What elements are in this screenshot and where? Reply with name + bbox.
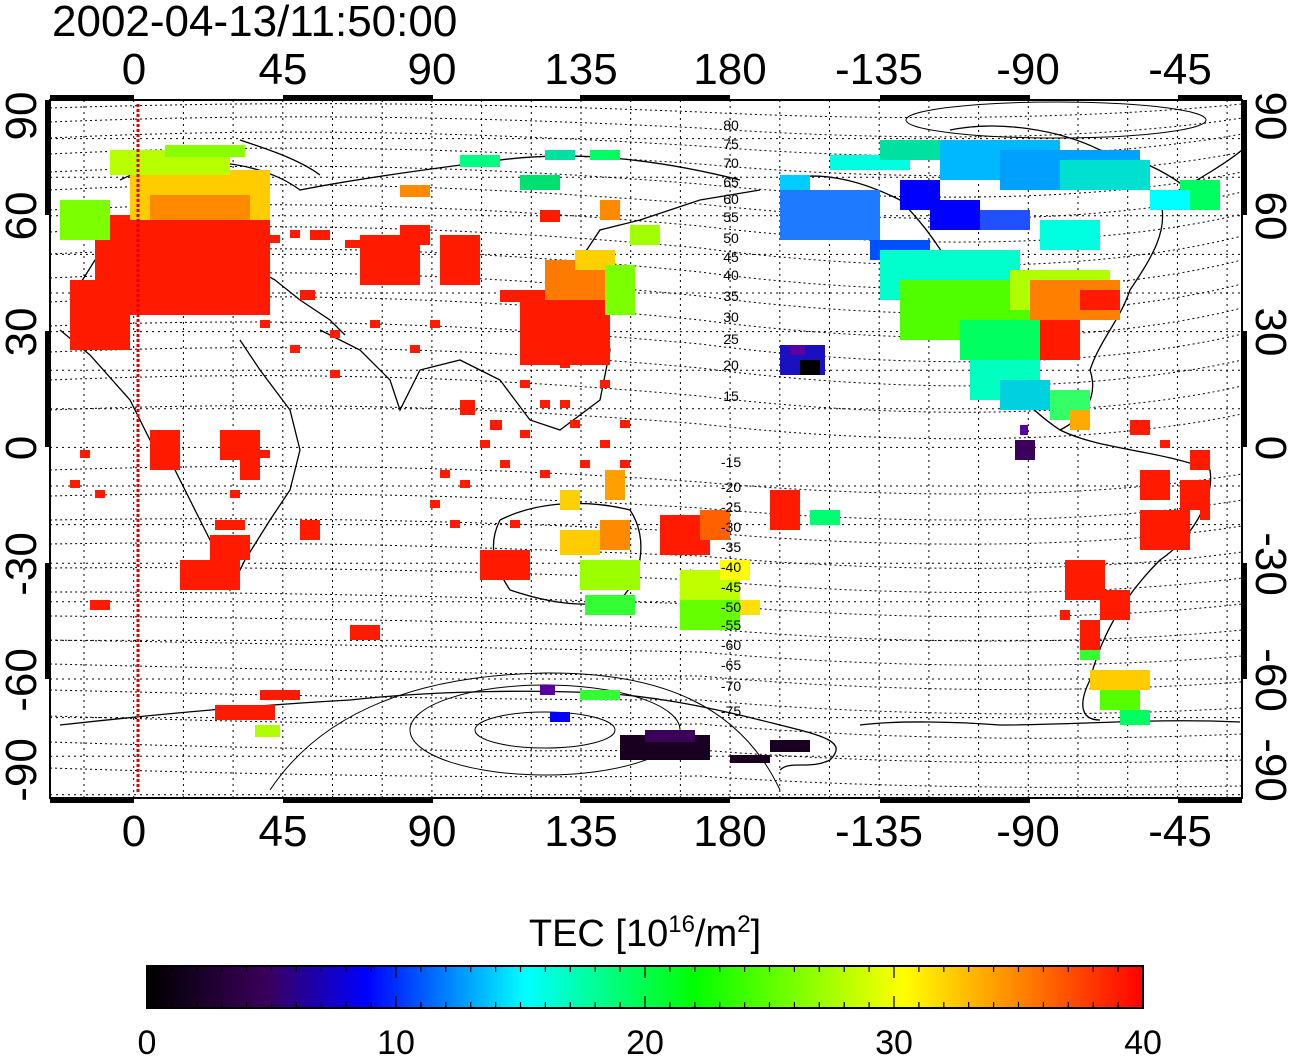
tec-patch-patagonia (1080, 650, 1150, 725)
contour-label: -75 (721, 703, 741, 719)
right-lat-label: -90 (1246, 738, 1292, 802)
colorbar-tick-label: 0 (138, 1024, 157, 1057)
colorbar-tick-label: 40 (1124, 1024, 1162, 1057)
contour-label: -30 (721, 519, 741, 535)
contour-label: 40 (723, 267, 739, 283)
contour-label: -55 (721, 617, 741, 633)
tec-patch-europe (70, 215, 480, 378)
tec-patch-hawaii (780, 345, 825, 375)
colorbar-label: TEC [1016/m2] (529, 911, 761, 955)
bottom-lon-label: 45 (259, 807, 308, 856)
contour-label: 60 (723, 191, 739, 207)
top-lon-label: -45 (1148, 45, 1212, 94)
contour-label: -20 (721, 479, 741, 495)
map-title: 2002-04-13/11:50:00 (52, 0, 457, 46)
tec-patches (60, 140, 1220, 763)
top-lon-label: 90 (408, 45, 457, 94)
contour-label: -45 (721, 579, 741, 595)
left-lat-label: 0 (0, 436, 46, 460)
tec-patch-south-america (1060, 420, 1210, 650)
colorbar-tick-label: 20 (626, 1024, 664, 1057)
left-lat-label: -90 (0, 738, 46, 802)
top-lon-label: 0 (122, 45, 146, 94)
tec-patch-southern-ocean (215, 690, 300, 737)
tec-patch-new-zealand (660, 490, 840, 630)
tec-patch-canada (870, 140, 1220, 260)
bottom-lon-label: 135 (544, 807, 617, 856)
left-lat-label: 60 (0, 192, 46, 241)
contour-label: -50 (721, 599, 741, 615)
right-latitude-labels: 90 60 30 0 -30 -60 -90 (1246, 92, 1292, 802)
left-latitude-labels: 90 60 30 0 -30 -60 -90 (0, 92, 46, 802)
tec-patch-central-america (1015, 425, 1035, 460)
colorbar-tick-label: 30 (875, 1024, 913, 1057)
top-longitude-labels: 0 45 90 135 180 -135 -90 -45 (122, 45, 1212, 94)
contour-label: 30 (723, 309, 739, 325)
contour-label: 50 (723, 230, 739, 246)
bottom-lon-label: -135 (835, 807, 923, 856)
left-lat-label: -60 (0, 648, 46, 712)
tec-patch-east-asia (460, 150, 660, 365)
contour-label: 75 (723, 136, 739, 152)
left-lat-label: 30 (0, 308, 46, 357)
bottom-lon-label: -90 (996, 807, 1060, 856)
right-lat-label: 90 (1246, 92, 1292, 141)
contour-label: -15 (721, 454, 741, 470)
contour-label: 45 (723, 249, 739, 265)
contour-label: 80 (723, 117, 739, 133)
tec-patch-alaska (780, 140, 960, 240)
right-lat-label: -60 (1246, 648, 1292, 712)
contour-label: 70 (723, 155, 739, 171)
contour-label: -60 (721, 637, 741, 653)
tec-patch-antarctica (540, 685, 810, 763)
right-lat-label: 0 (1246, 436, 1292, 460)
contour-label: -40 (721, 559, 741, 575)
top-lon-label: 135 (544, 45, 617, 94)
contour-label: -70 (721, 678, 741, 694)
south-contour-labels: -15 -20 -25 -30 -35 -40 -45 -50 -55 -60 … (721, 454, 741, 719)
tec-patch-africa (70, 430, 380, 640)
colorbar-minor-ticks (171, 966, 1119, 1008)
right-lat-label: -30 (1246, 532, 1292, 596)
bottom-lon-label: 90 (408, 807, 457, 856)
left-lat-label: -30 (0, 532, 46, 596)
top-lon-label: 180 (693, 45, 766, 94)
tec-patch-southeast-asia (430, 360, 630, 580)
top-lon-label: -90 (996, 45, 1060, 94)
top-lon-label: 45 (259, 45, 308, 94)
frame-tick-bars (45, 95, 1247, 803)
contour-label: 25 (723, 331, 739, 347)
bottom-lon-label: -45 (1148, 807, 1212, 856)
bottom-longitude-labels: 0 45 90 135 180 -135 -90 -45 (122, 807, 1212, 856)
top-lon-label: -135 (835, 45, 923, 94)
north-contour-labels: 80 75 70 65 60 55 50 45 40 35 30 25 20 1… (723, 117, 739, 404)
contour-label: -25 (721, 499, 741, 515)
tec-patch-australia (560, 470, 640, 615)
bottom-lon-label: 180 (693, 807, 766, 856)
contour-label: 65 (723, 174, 739, 190)
colorbar-tick-labels: 0 10 20 30 40 (138, 1024, 1162, 1057)
right-lat-label: 30 (1246, 308, 1292, 357)
left-lat-label: 90 (0, 92, 46, 141)
contour-label: -65 (721, 657, 741, 673)
colorbar-tick-label: 10 (377, 1024, 415, 1057)
contour-label: 55 (723, 209, 739, 225)
contour-label: 15 (723, 388, 739, 404)
contour-label: -35 (721, 539, 741, 555)
tec-patch-scandinavia (60, 145, 430, 240)
tec-patch-usa (880, 250, 1120, 430)
contour-label: 35 (723, 288, 739, 304)
contour-label: 20 (723, 357, 739, 373)
bottom-lon-label: 0 (122, 807, 146, 856)
right-lat-label: 60 (1246, 192, 1292, 241)
